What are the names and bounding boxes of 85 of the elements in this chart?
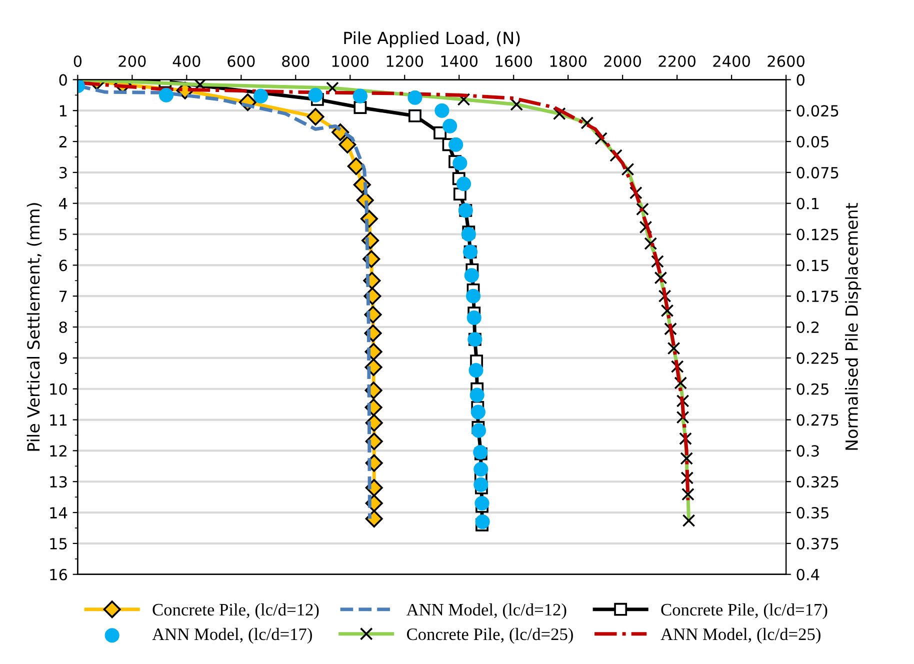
point	[456, 176, 472, 192]
y2-tick-label: 0.2	[796, 321, 819, 334]
y-tick-label: 4	[58, 198, 68, 210]
y2-tick-label: 0.35	[796, 506, 828, 519]
x-tick-label: 1400	[441, 55, 478, 67]
y-tick-label: 14	[50, 507, 68, 518]
x-tick-label: 2400	[713, 55, 750, 67]
x-axis-title: Pile Applied Load, (N)	[344, 31, 520, 48]
y-tick-label: 16	[50, 568, 68, 580]
point	[434, 126, 446, 140]
legend-label: ANN Model, (lc/d=17)	[152, 628, 312, 644]
point	[452, 156, 468, 170]
x-tick-label: 0	[74, 55, 82, 67]
y-tick-label: 3	[59, 166, 67, 178]
y2-tick-label: 0.05	[796, 136, 828, 148]
point	[253, 88, 268, 104]
legend-label: ANN Model, (lc/d=25)	[660, 628, 820, 644]
x-tick-label: 200	[118, 55, 146, 67]
point	[352, 88, 368, 104]
y2-tick-label: 0.15	[796, 260, 828, 272]
y2-tick-label: 0.175	[796, 290, 838, 302]
y-tick-label: 1	[60, 105, 67, 116]
point	[448, 137, 464, 152]
point	[473, 444, 488, 460]
point	[471, 423, 486, 438]
x-tick-label: 400	[172, 55, 200, 67]
y2-tick-label: 0.325	[796, 476, 838, 488]
x-tick-label: 2600	[768, 55, 804, 67]
point	[306, 108, 324, 126]
point	[474, 496, 490, 511]
x-tick-label: 1800	[550, 55, 587, 67]
y2-tick-label: 0	[796, 74, 804, 86]
y2-tick-label: 0.4	[796, 568, 820, 580]
point	[475, 514, 490, 530]
y-tick-label: 2	[59, 136, 66, 148]
point	[434, 103, 450, 118]
y-tick-label: 7	[60, 290, 67, 302]
y-tick-label: 9	[59, 352, 67, 364]
x-tick-label: 2200	[658, 55, 696, 67]
y-tick-label: 10	[50, 383, 67, 395]
x-tick-label: 2000	[604, 55, 641, 67]
y-tick-label: 0	[59, 74, 67, 86]
y2-tick-label: 0.275	[796, 414, 838, 426]
y2-tick-label: 0.075	[796, 166, 838, 178]
point	[442, 118, 458, 134]
point	[470, 388, 484, 402]
x-tick-label: 1600	[496, 55, 532, 67]
point	[338, 136, 356, 154]
y2-tick-label: 0.3	[796, 445, 819, 457]
legend-label: Concrete Pile, (lc/d=17)	[661, 603, 828, 620]
y-tick-label: 11	[50, 414, 67, 426]
legend-label: Concrete Pile, (lc/d=25)	[406, 628, 573, 644]
y-tick-label: 12	[50, 445, 66, 456]
x-tick-label: 1200	[386, 55, 424, 67]
y-tick-label: 5	[59, 228, 67, 240]
point	[470, 404, 486, 420]
x-tick-label: 800	[282, 55, 310, 67]
y-tick-label: 15	[50, 538, 67, 550]
legend-label: Concrete Pile, (lc/d=12)	[152, 603, 319, 620]
y2-tick-label: 0.225	[796, 352, 838, 364]
x-tick-label: 1000	[332, 55, 369, 67]
y-tick-label: 13	[50, 476, 67, 488]
point	[461, 226, 476, 242]
point	[158, 88, 174, 102]
y2-tick-label: 0.025	[796, 105, 838, 117]
point	[474, 462, 488, 477]
point	[474, 477, 488, 492]
y2-tick-label: 0.125	[796, 228, 838, 240]
point	[468, 363, 484, 378]
y2-tick-label: 0.25	[796, 383, 828, 395]
point	[347, 157, 365, 176]
point	[466, 288, 481, 304]
x-tick-label: 600	[228, 55, 255, 67]
point	[308, 88, 323, 102]
point	[408, 109, 422, 122]
y2-tick-label: 0.1	[796, 198, 819, 210]
point	[464, 268, 479, 283]
y2-tick-label: 0.375	[796, 538, 838, 550]
point	[466, 310, 482, 326]
y2-axis-title: Normalised Pile Displacement	[845, 203, 862, 450]
legend-label: ANN Model, (lc/d=12)	[406, 603, 566, 620]
y-tick-label: 6	[59, 260, 68, 272]
point	[408, 90, 422, 105]
y-axis-title: Pile Vertical Settlement, (mm)	[26, 203, 42, 451]
y-tick-label: 8	[59, 321, 67, 334]
